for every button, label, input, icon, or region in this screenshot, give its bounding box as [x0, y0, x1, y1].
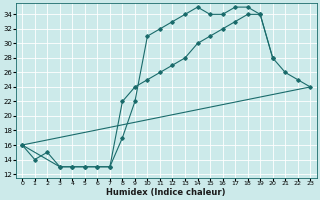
X-axis label: Humidex (Indice chaleur): Humidex (Indice chaleur) — [107, 188, 226, 197]
